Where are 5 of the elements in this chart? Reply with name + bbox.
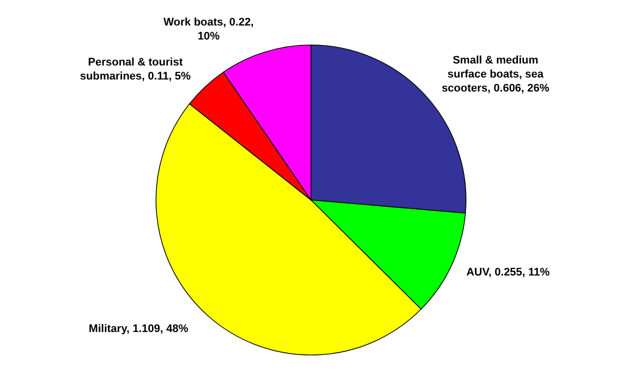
slice-label: Work boats, 0.22, 10%	[163, 16, 254, 43]
slice-label: Small & medium surface boats, sea scooters, 0.606, 26%	[442, 54, 550, 95]
slice-label: Personal & tourist submarines, 0.11, 5%	[80, 56, 191, 83]
slice-label: Military, 1.109, 48%	[88, 323, 188, 336]
slice-label: AUV, 0.255, 11%	[466, 266, 550, 279]
